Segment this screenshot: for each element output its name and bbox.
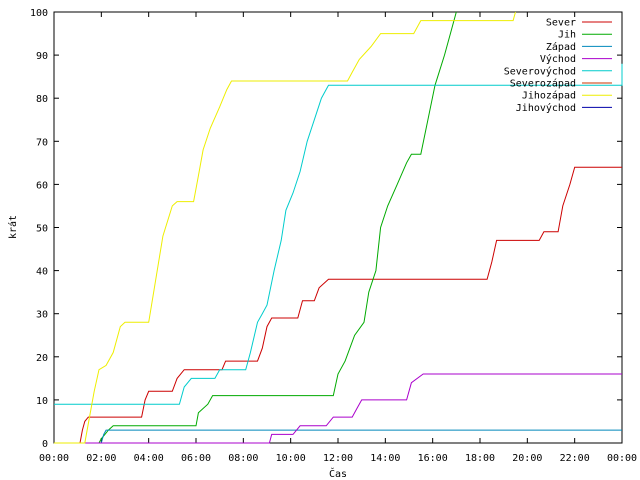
y-tick-label: 40 xyxy=(36,267,48,278)
legend-label: Jih xyxy=(558,30,576,41)
y-tick-label: 50 xyxy=(36,224,48,235)
x-tick-label: 22:00 xyxy=(560,453,590,464)
axis-ticks: 00:00 02:00 04:00 06:00 08:00 10:00 12:00 14:00… xyxy=(30,8,637,464)
y-tick-label: 80 xyxy=(36,94,48,105)
x-tick-label: 04:00 xyxy=(134,453,164,464)
x-tick-label: 20:00 xyxy=(512,453,542,464)
legend-label: Sever xyxy=(546,18,576,29)
series-lines xyxy=(54,11,623,444)
series-line-7 xyxy=(54,11,516,444)
x-tick-label: 02:00 xyxy=(86,453,116,464)
x-tick-label: 18:00 xyxy=(465,453,495,464)
x-tick-label: 16:00 xyxy=(418,453,448,464)
y-tick-label: 30 xyxy=(36,310,48,321)
x-tick-label: 00:00 xyxy=(607,453,637,464)
y-tick-label: 90 xyxy=(36,51,48,62)
series-line-2 xyxy=(54,11,457,444)
y-tick-label: 0 xyxy=(42,439,48,450)
x-tick-label: 06:00 xyxy=(181,453,211,464)
x-axis-label: Čas xyxy=(329,467,347,480)
series-line-5 xyxy=(54,63,623,405)
y-tick-label: 60 xyxy=(36,180,48,191)
legend-label: Severovýchod xyxy=(504,65,576,77)
legend-label: Jihovýchod xyxy=(516,102,576,114)
series-line-4 xyxy=(54,373,622,444)
y-tick-label: 70 xyxy=(36,137,48,148)
y-tick-label: 100 xyxy=(30,8,48,19)
legend: SeverJihZápadVýchodSeverovýchodSeverozáp… xyxy=(504,18,612,114)
x-tick-label: 10:00 xyxy=(276,453,306,464)
legend-label: Východ xyxy=(540,53,576,65)
legend-label: Severozápad xyxy=(510,78,576,90)
series-line-1 xyxy=(54,166,622,444)
x-tick-label: 08:00 xyxy=(228,453,258,464)
x-tick-label: 14:00 xyxy=(370,453,400,464)
y-tick-label: 10 xyxy=(36,396,48,407)
y-axis-label: krát xyxy=(7,215,19,239)
x-tick-label: 00:00 xyxy=(39,453,69,464)
y-tick-label: 20 xyxy=(36,353,48,364)
legend-label: Jihozápad xyxy=(522,90,576,102)
legend-label: Západ xyxy=(546,41,576,53)
x-tick-label: 12:00 xyxy=(323,453,353,464)
